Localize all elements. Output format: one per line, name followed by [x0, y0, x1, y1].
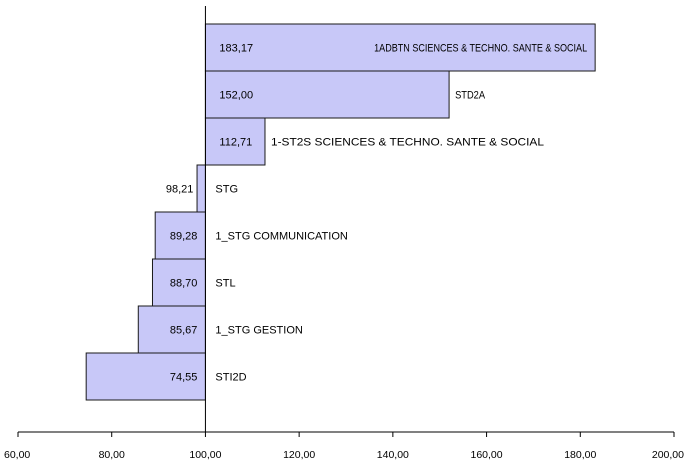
value-label-6: 88,70	[170, 278, 198, 290]
bars-group	[85, 23, 596, 401]
bar-1	[204, 23, 596, 72]
category-label-6: STL	[215, 278, 235, 290]
bar-3	[204, 117, 266, 166]
value-label-4: 98,21	[166, 184, 194, 196]
category-label-8: STI2D	[215, 372, 246, 384]
category-label-1: 1ADBTN SCIENCES & TECHNO. SANTE & SOCIAL	[374, 43, 587, 55]
value-label-1: 183,17	[219, 43, 253, 55]
value-label-2: 152,00	[219, 90, 253, 102]
bar-8	[85, 352, 206, 401]
category-label-3: 1-ST2S SCIENCES & TECHNO. SANTE & SOCIAL	[271, 137, 544, 149]
category-label-5: 1_STG COMMUNICATION	[215, 231, 347, 243]
value-label-8: 74,55	[170, 372, 198, 384]
labels-group: 183,17 1ADBTN SCIENCES & TECHNO. SANTE & …	[166, 43, 587, 384]
value-label-3: 112,71	[219, 137, 252, 149]
x-tick-label-3: 100,00	[189, 449, 221, 461]
x-tick-label-5: 140,00	[377, 449, 409, 461]
bar-7	[137, 305, 206, 354]
category-label-2: STD2A	[455, 90, 486, 102]
x-tick-label-4: 120,00	[283, 449, 315, 461]
bar-2	[204, 70, 450, 119]
axes-group: 60,00 80,00 100,00 120,00 140,00 160,00 180,00…	[4, 6, 684, 461]
category-label-4: STG	[215, 184, 238, 196]
x-tick-label-8: 200,00	[652, 449, 684, 461]
x-tick-label-7: 180,00	[564, 449, 596, 461]
x-tick-label-2: 80,00	[99, 449, 125, 461]
value-label-5: 89,28	[170, 231, 198, 243]
category-label-7: 1_STG GESTION	[215, 325, 302, 337]
value-label-7: 85,67	[170, 325, 198, 337]
x-tick-label-1: 60,00	[4, 449, 30, 461]
x-tick-label-6: 160,00	[471, 449, 503, 461]
bar-4	[196, 164, 206, 213]
